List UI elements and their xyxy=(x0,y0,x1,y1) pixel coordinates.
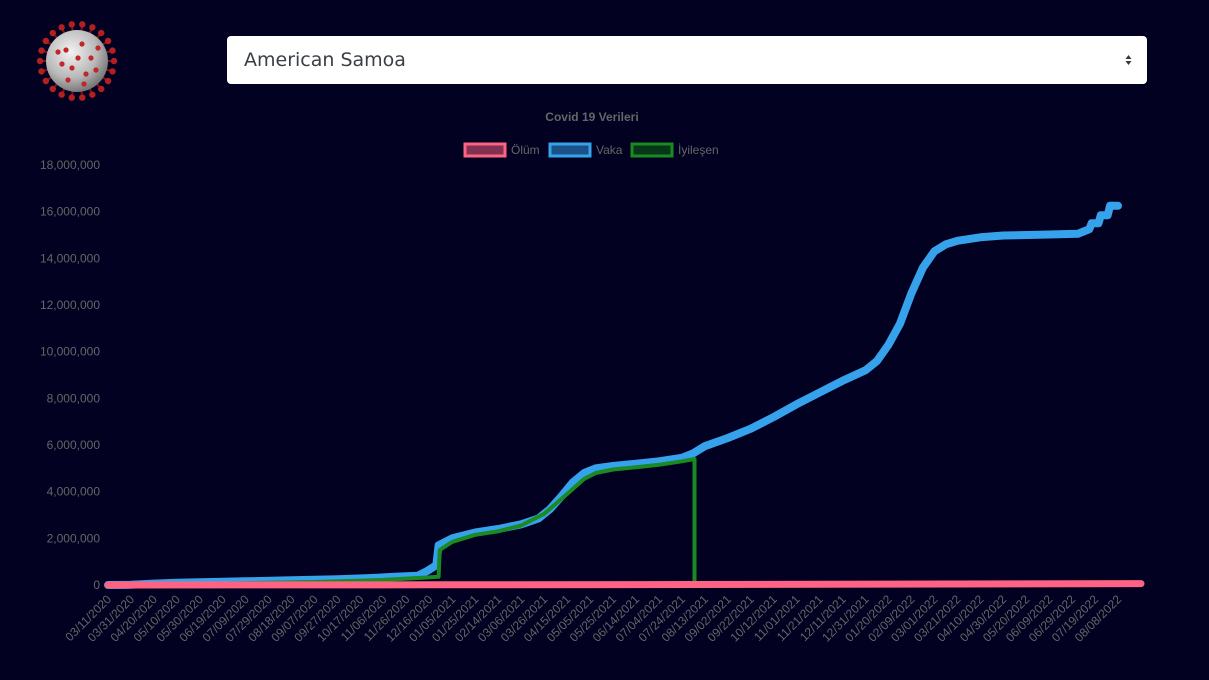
coronavirus-logo-icon xyxy=(36,20,118,102)
y-tick-label: 12,000,000 xyxy=(40,298,100,312)
legend-label-recovered: İyileşen xyxy=(678,143,719,157)
legend-swatch-death xyxy=(463,142,507,158)
chart-title: Covid 19 Verileri xyxy=(545,110,638,124)
series-line-recovered xyxy=(106,457,1143,587)
y-tick-label: 6,000,000 xyxy=(47,438,101,452)
legend-label-cases: Vaka xyxy=(596,143,623,157)
legend-swatch-cases xyxy=(548,142,592,158)
y-tick-label: 14,000,000 xyxy=(40,251,100,265)
y-tick-label: 16,000,000 xyxy=(40,205,100,219)
legend-item-recovered[interactable]: İyileşen xyxy=(630,142,719,158)
y-tick-label: 0 xyxy=(93,578,100,592)
series-line-death xyxy=(104,580,1145,589)
y-tick-label: 10,000,000 xyxy=(40,345,100,359)
country-select[interactable]: American Samoa xyxy=(227,36,1147,84)
legend-item-cases[interactable]: Vaka xyxy=(548,142,623,158)
y-tick-label: 18,000,000 xyxy=(40,158,100,172)
x-axis: 03/11/202003/31/202004/20/202005/10/2020… xyxy=(62,592,1124,645)
legend-item-death[interactable]: Ölüm xyxy=(463,142,540,158)
country-select-value: American Samoa xyxy=(244,49,406,71)
y-tick-label: 4,000,000 xyxy=(47,485,101,499)
chart-legend: Ölüm Vaka İyileşen xyxy=(463,142,719,158)
legend-label-death: Ölüm xyxy=(511,143,540,157)
legend-swatch-recovered xyxy=(630,142,674,158)
series-layer xyxy=(104,201,1145,589)
coronavirus-icon xyxy=(36,21,118,101)
select-updown-arrows-icon xyxy=(1125,55,1132,65)
y-axis: 0 2,000,000 4,000,000 6,000,000 8,000,000 10,… xyxy=(40,158,100,592)
y-tick-label: 8,000,000 xyxy=(47,391,101,405)
series-line-cases xyxy=(104,201,1122,589)
y-tick-label: 2,000,000 xyxy=(47,531,101,545)
